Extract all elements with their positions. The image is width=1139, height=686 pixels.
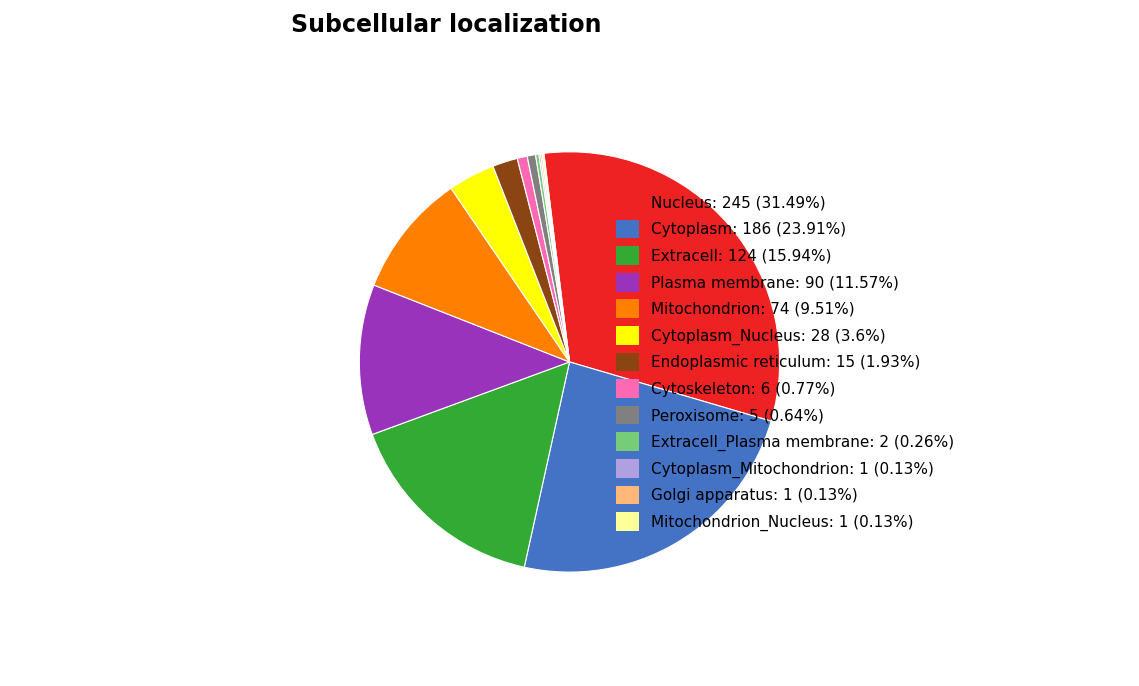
Wedge shape <box>493 158 570 362</box>
Wedge shape <box>517 156 570 362</box>
Wedge shape <box>451 166 570 362</box>
Legend: Nucleus: 245 (31.49%), Cytoplasm: 186 (23.91%), Extracell: 124 (15.94%), Plasma : Nucleus: 245 (31.49%), Cytoplasm: 186 (2… <box>608 185 961 539</box>
Wedge shape <box>535 154 570 362</box>
Wedge shape <box>541 154 570 362</box>
Wedge shape <box>524 362 771 572</box>
Title: Subcellular localization: Subcellular localization <box>290 13 601 37</box>
Wedge shape <box>544 152 780 421</box>
Wedge shape <box>374 189 570 362</box>
Wedge shape <box>542 154 570 362</box>
Wedge shape <box>539 154 570 362</box>
Wedge shape <box>359 285 570 434</box>
Wedge shape <box>527 154 570 362</box>
Wedge shape <box>372 362 570 567</box>
